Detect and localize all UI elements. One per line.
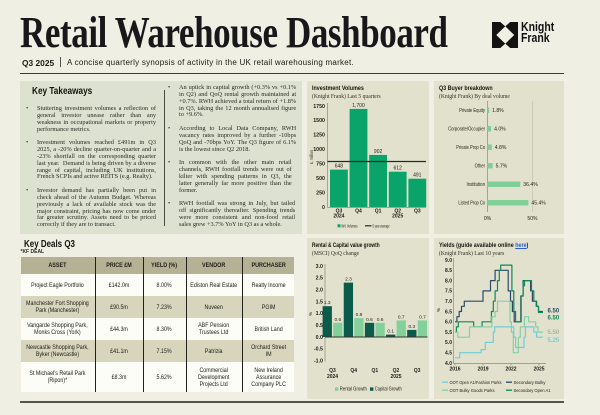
svg-text:%: % [308, 311, 314, 316]
svg-text:50%: 50% [527, 216, 538, 222]
svg-text:Q2: Q2 [393, 368, 400, 374]
svg-text:3.0: 3.0 [316, 264, 323, 270]
svg-text:1.0: 1.0 [316, 311, 323, 317]
svg-text:6.5: 6.5 [445, 309, 452, 315]
svg-text:6.0: 6.0 [445, 320, 452, 326]
svg-text:Capital Growth: Capital Growth [375, 387, 402, 393]
svg-text:0.7: 0.7 [398, 314, 405, 320]
svg-text:902: 902 [374, 149, 383, 155]
svg-text:5 year average: 5 year average [373, 223, 390, 228]
svg-text:5.50: 5.50 [548, 330, 560, 336]
svg-text:Private Equity: Private Equity [459, 108, 485, 114]
svg-text:%: % [436, 307, 442, 312]
svg-text:OOT Open A1/Fashion Parks: OOT Open A1/Fashion Parks [450, 380, 502, 386]
svg-text:Q1: Q1 [371, 368, 378, 374]
svg-text:5.25: 5.25 [548, 338, 560, 344]
svg-text:0.6: 0.6 [366, 317, 373, 323]
svg-text:Q3: Q3 [414, 209, 421, 215]
svg-text:36.4%: 36.4% [523, 182, 538, 188]
svg-text:Secondary Bulky: Secondary Bulky [514, 380, 546, 386]
svg-text:Q3: Q3 [329, 368, 336, 374]
svg-text:1750: 1750 [313, 104, 325, 110]
svg-text:2022: 2022 [505, 367, 516, 373]
svg-text:0%: 0% [484, 216, 492, 222]
svg-text:Private Prop Co: Private Prop Co [456, 145, 485, 151]
svg-text:45.4%: 45.4% [531, 201, 546, 207]
svg-text:Q3: Q3 [336, 209, 343, 215]
svg-text:2025: 2025 [533, 367, 544, 373]
svg-text:0.1: 0.1 [387, 329, 394, 335]
svg-text:Listed Prop Co: Listed Prop Co [458, 201, 485, 207]
svg-text:0.6: 0.6 [334, 317, 341, 323]
svg-text:0.6: 0.6 [377, 317, 384, 323]
svg-text:0.7: 0.7 [419, 314, 426, 320]
svg-text:1500: 1500 [313, 118, 325, 124]
svg-text:4.5: 4.5 [445, 351, 452, 357]
svg-text:OOT Bulky Goods Parks: OOT Bulky Goods Parks [450, 388, 495, 394]
svg-text:6.50: 6.50 [548, 316, 560, 322]
svg-text:-1.0: -1.0 [314, 359, 323, 365]
svg-text:5.5: 5.5 [445, 330, 452, 336]
svg-text:2.3: 2.3 [345, 277, 352, 283]
svg-text:Corporate/Occupier: Corporate/Occupier [448, 127, 485, 133]
svg-text:1250: 1250 [313, 133, 325, 139]
svg-text:0.8: 0.8 [356, 312, 363, 318]
svg-text:Rental Growth: Rental Growth [340, 387, 367, 393]
svg-text:750: 750 [316, 162, 325, 168]
svg-text:2024: 2024 [327, 374, 338, 380]
svg-text:500: 500 [316, 176, 325, 182]
svg-text:£, million: £, million [309, 150, 315, 164]
svg-text:Q4: Q4 [350, 368, 357, 374]
svg-text:4.8%: 4.8% [495, 145, 507, 151]
svg-text:2019: 2019 [477, 367, 488, 373]
svg-text:2.0: 2.0 [316, 288, 323, 294]
svg-text:INV Volumes: INV Volumes [342, 223, 358, 228]
svg-text:491: 491 [413, 173, 422, 179]
svg-text:Q2: Q2 [394, 209, 401, 215]
svg-text:9.0: 9.0 [445, 258, 452, 264]
svg-text:7.5: 7.5 [445, 289, 452, 295]
svg-text:Q1: Q1 [375, 209, 382, 215]
svg-text:Q4: Q4 [355, 209, 362, 215]
svg-text:2016: 2016 [449, 367, 460, 373]
svg-text:5.7%: 5.7% [496, 164, 508, 170]
svg-text:2025: 2025 [392, 214, 403, 220]
svg-text:0.3: 0.3 [408, 324, 415, 330]
svg-text:612: 612 [394, 166, 403, 172]
svg-text:1,700: 1,700 [352, 103, 365, 109]
svg-text:648: 648 [335, 164, 344, 170]
svg-text:2024: 2024 [333, 214, 344, 220]
svg-text:1000: 1000 [313, 147, 325, 153]
svg-text:7.0: 7.0 [445, 299, 452, 305]
svg-text:8.5: 8.5 [445, 268, 452, 274]
svg-text:4.0%: 4.0% [494, 127, 506, 133]
svg-text:4.0: 4.0 [445, 361, 452, 367]
svg-text:0: 0 [322, 205, 325, 211]
svg-text:Other: Other [475, 164, 486, 170]
svg-text:1.8%: 1.8% [492, 108, 504, 114]
svg-text:Institution: Institution [467, 182, 486, 188]
svg-text:5.0: 5.0 [445, 340, 452, 346]
svg-text:6.50: 6.50 [548, 309, 560, 315]
svg-text:2025: 2025 [390, 374, 401, 380]
svg-text:0.0: 0.0 [316, 335, 323, 341]
svg-text:1.5: 1.5 [316, 299, 323, 305]
svg-text:8.0: 8.0 [445, 278, 452, 284]
svg-text:250: 250 [316, 190, 325, 196]
svg-text:Q3: Q3 [414, 368, 421, 374]
svg-text:0.5: 0.5 [316, 323, 323, 329]
svg-text:-0.5: -0.5 [314, 347, 323, 353]
svg-text:Secondary Open A1: Secondary Open A1 [514, 388, 551, 394]
svg-text:2.5: 2.5 [316, 276, 323, 282]
svg-text:1.3: 1.3 [324, 300, 331, 306]
